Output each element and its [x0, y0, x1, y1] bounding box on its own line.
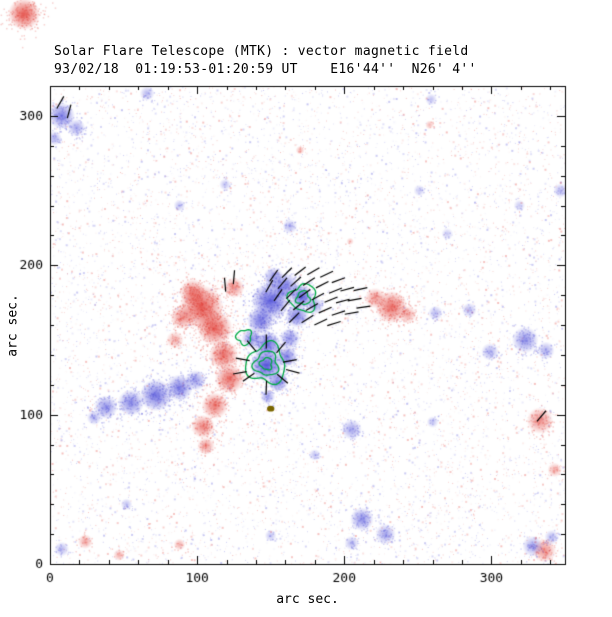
x-axis-label: arc sec.	[276, 592, 339, 607]
figure-title: Solar Flare Telescope (MTK) : vector mag…	[54, 44, 469, 59]
figure-subtitle: 93/02/18 01:19:53-01:20:59 UT E16'44'' N…	[54, 62, 477, 77]
y-axis-label: arc sec.	[5, 294, 21, 357]
